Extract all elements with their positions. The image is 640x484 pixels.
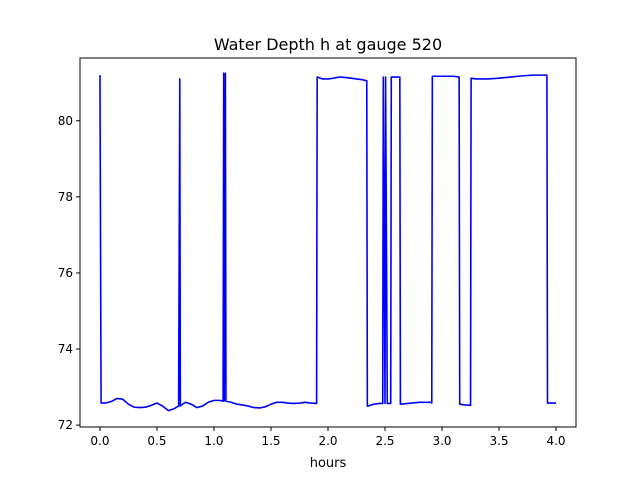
plot-layer	[99, 72, 557, 412]
x-tick-label: 2.0	[318, 434, 337, 448]
x-tick-label: 0.0	[90, 434, 109, 448]
y-tick-label: 74	[58, 342, 73, 356]
x-tick-label: 2.5	[375, 434, 394, 448]
x-tick-label: 3.5	[489, 434, 508, 448]
y-tick-label: 72	[58, 418, 73, 432]
axes-layer: 0.0 0.5 1.0 1.5 2.0 2.5 3.0 3.5 4.0 72 74 76 78 80	[58, 57, 577, 448]
x-tick-label: 1.0	[204, 434, 223, 448]
series-line-1	[99, 72, 557, 412]
x-axis-label: hours	[310, 456, 347, 471]
x-tick-label: 1.5	[261, 434, 280, 448]
chart-title: Water Depth h at gauge 520	[214, 35, 442, 54]
y-tick-label: 78	[58, 190, 73, 204]
x-tick-label: 0.5	[147, 434, 166, 448]
x-tick-label: 3.0	[432, 434, 451, 448]
x-tick-label: 4.0	[546, 434, 565, 448]
y-tick-label: 76	[58, 266, 73, 280]
y-tick-label: 80	[58, 114, 73, 128]
